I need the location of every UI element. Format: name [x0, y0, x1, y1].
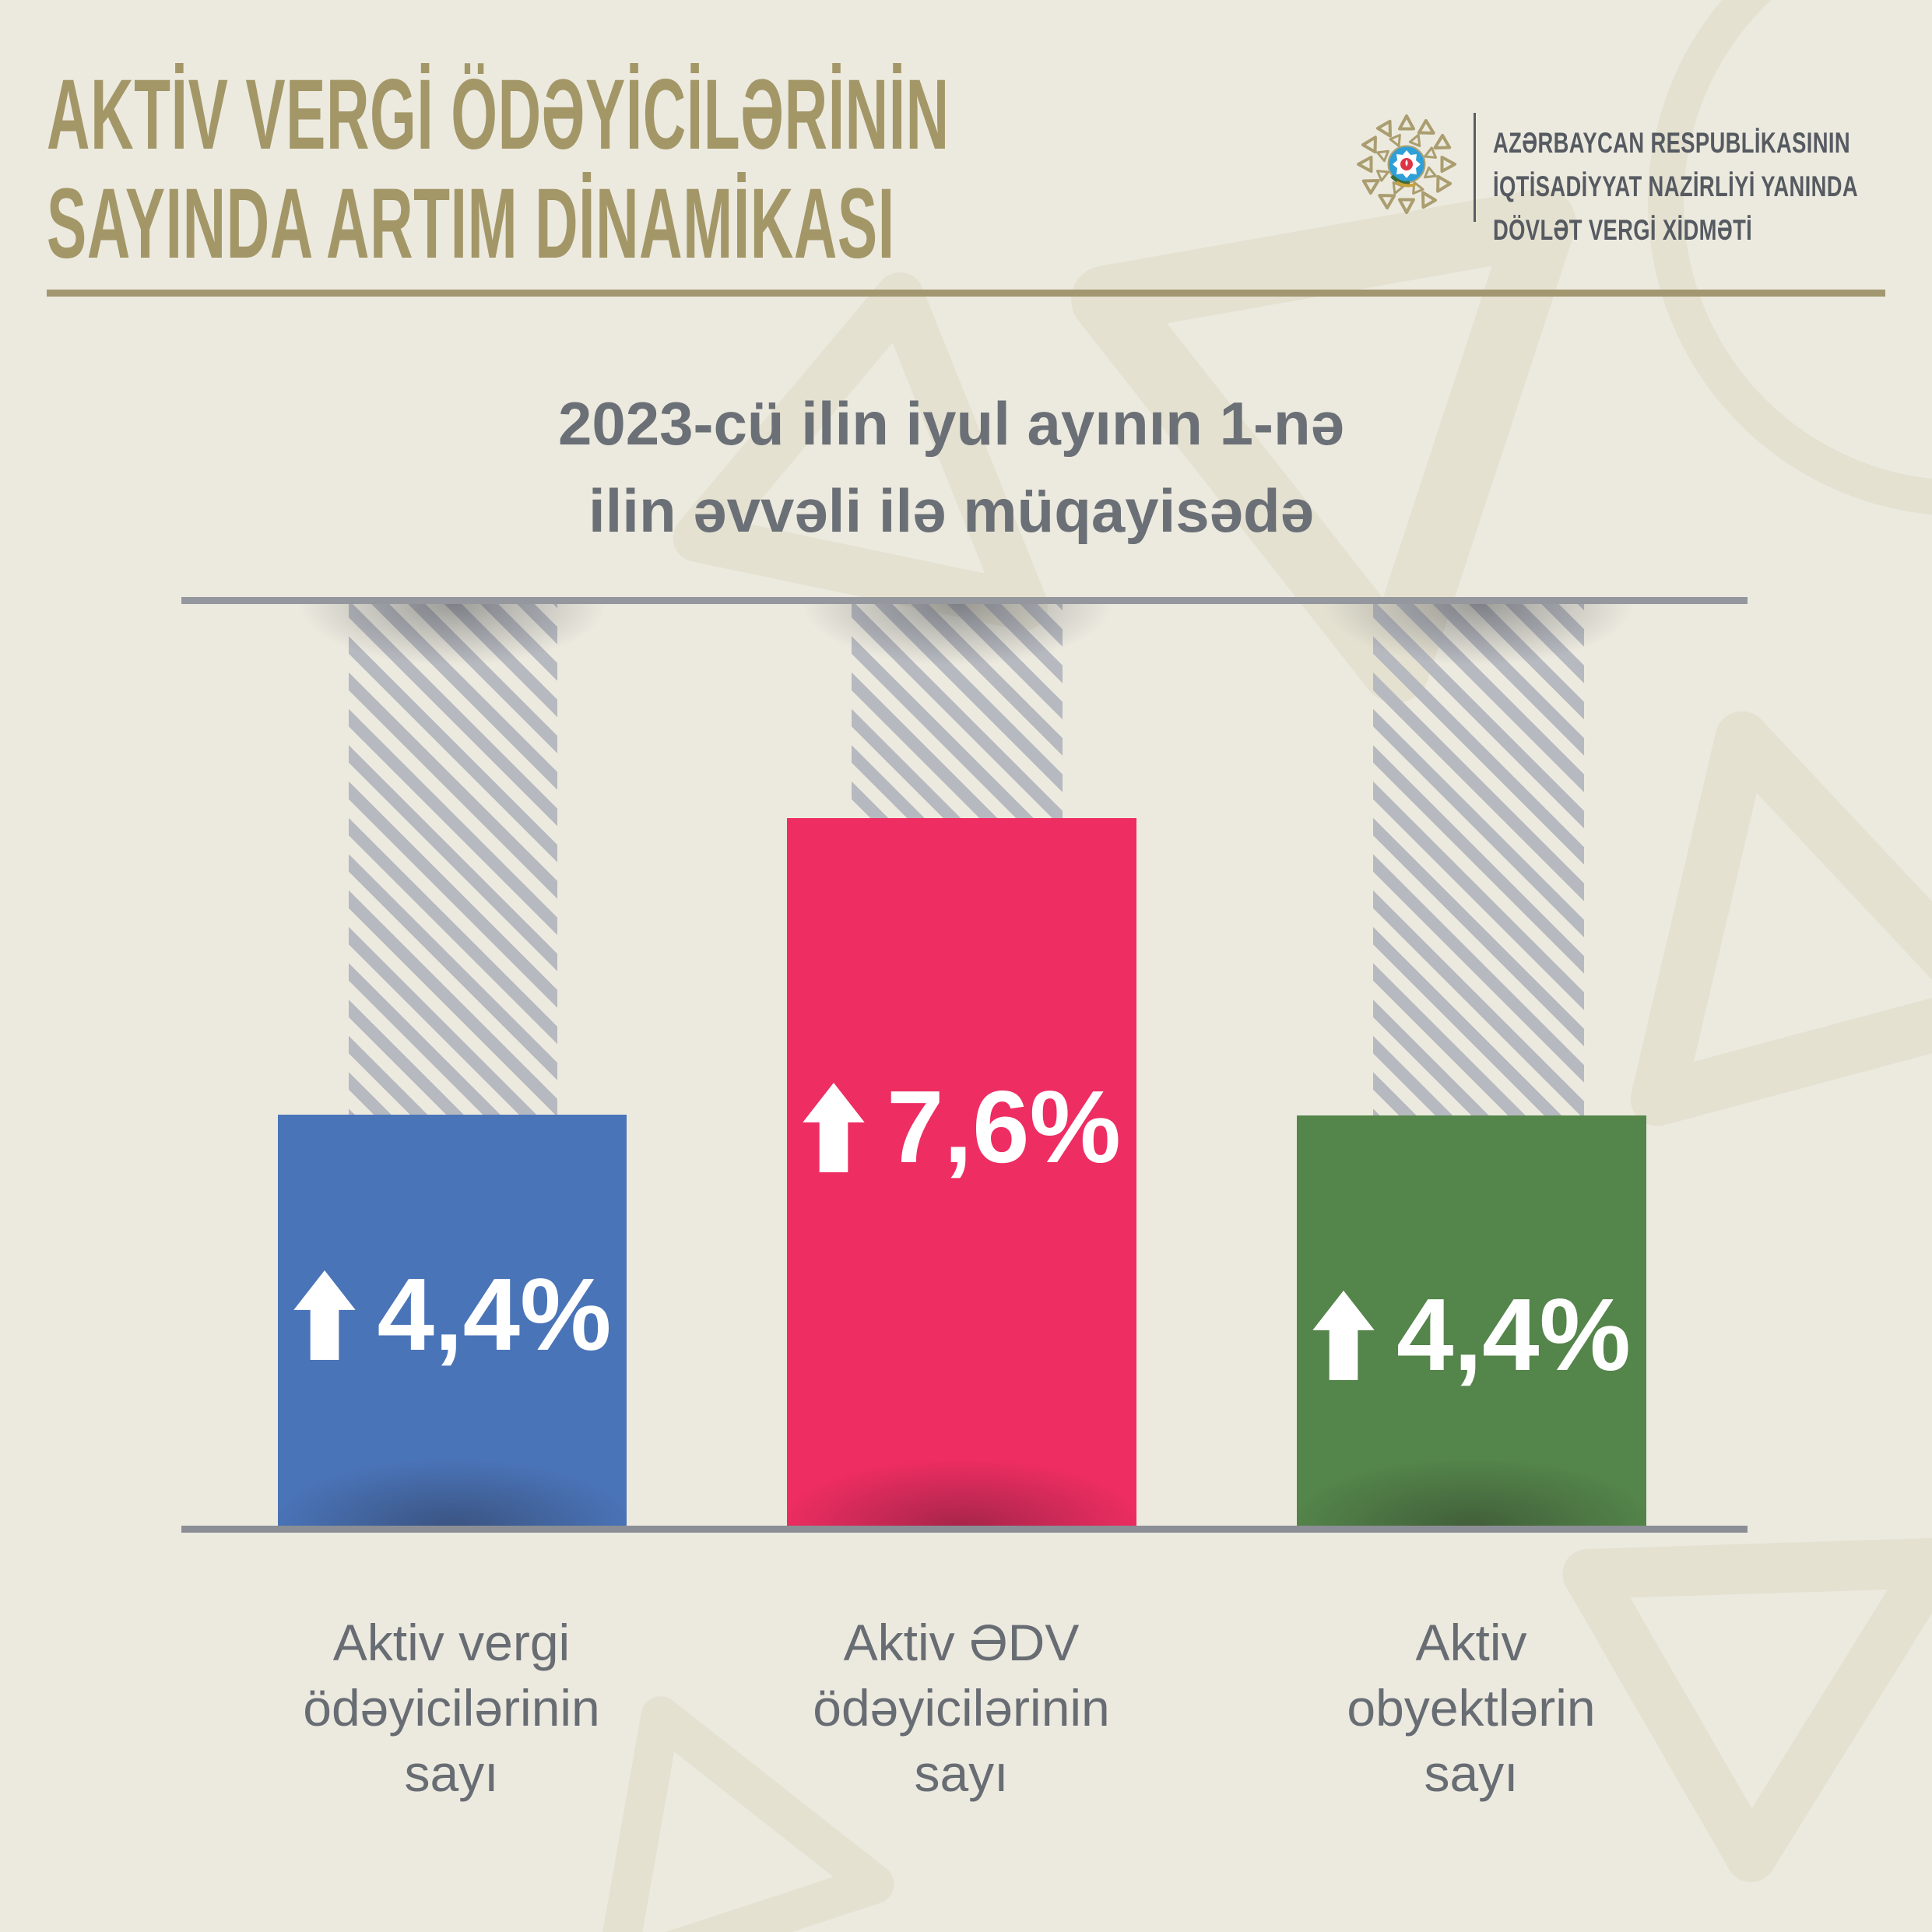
arrow-up-icon: [803, 1082, 865, 1172]
organization-name-line-3: DÖVLƏT VERGİ XİDMƏTİ: [1493, 214, 1753, 246]
header-divider-line: [47, 290, 1885, 297]
arrow-up-icon: [293, 1270, 356, 1360]
value-badge-active-taxpayers: 4,4%: [278, 1263, 627, 1367]
chart-baseline: [181, 1526, 1748, 1533]
arrow-up-icon: [1312, 1290, 1375, 1380]
value-label: 7,6%: [887, 1070, 1121, 1184]
state-tax-service-emblem-icon: [1357, 114, 1456, 214]
category-label-active-taxpayers: Aktiv vergi ödəyicilərinin sayı: [179, 1610, 724, 1806]
category-label-line: Aktiv vergi: [332, 1614, 571, 1671]
page-title: AKTİV VERGİ ÖDƏYİCİLƏRİNİN SAYINDA ARTIM…: [47, 61, 950, 279]
category-label-active-objects: Aktiv obyektlərin sayı: [1199, 1610, 1744, 1806]
bar-active-taxpayers: 4,4%: [278, 1115, 627, 1526]
value-badge-active-vat-payers: 7,6%: [787, 1075, 1136, 1179]
organization-name-line-1: AZƏRBAYCAN RESPUBLİKASININ: [1493, 127, 1851, 159]
organization-name-line-2: İQTİSADİYYAT NAZİRLİYİ YANINDA: [1493, 170, 1859, 202]
category-label-line: sayı: [1424, 1744, 1519, 1802]
chart-top-line: [181, 597, 1748, 604]
chart-subtitle-line-1: 2023-cü ilin iyul ayının 1-nə: [557, 389, 1344, 458]
bar-active-objects: 4,4%: [1297, 1115, 1646, 1526]
value-label: 4,4%: [1396, 1277, 1631, 1392]
category-label-line: ödəyicilərinin: [813, 1679, 1110, 1737]
bar-active-vat-payers: 7,6%: [787, 818, 1136, 1526]
chart-subtitle-line-2: ilin əvvəli ilə müqayisədə: [588, 476, 1315, 545]
category-label-line: Aktiv ƏDV: [843, 1614, 1080, 1671]
page-title-line-2: SAYINDA ARTIM DİNAMİKASI: [47, 168, 895, 279]
value-label: 4,4%: [377, 1257, 612, 1372]
category-label-line: obyektlərin: [1347, 1679, 1596, 1737]
chart-subtitle: 2023-cü ilin iyul ayının 1-nə ilin əvvəl…: [328, 380, 1574, 554]
category-label-active-vat-payers: Aktiv ƏDV ödəyicilərinin sayı: [689, 1610, 1234, 1806]
category-label-line: Aktiv: [1415, 1614, 1527, 1671]
organization-name: AZƏRBAYCAN RESPUBLİKASININ İQTİSADİYYAT …: [1493, 121, 1858, 252]
logo-divider-line: [1474, 113, 1476, 222]
page-title-line-1: AKTİV VERGİ ÖDƏYİCİLƏRİNİN: [47, 59, 950, 170]
category-label-line: sayı: [914, 1744, 1009, 1802]
category-label-line: sayı: [404, 1744, 499, 1802]
value-badge-active-objects: 4,4%: [1297, 1283, 1646, 1387]
category-label-line: ödəyicilərinin: [303, 1679, 600, 1737]
